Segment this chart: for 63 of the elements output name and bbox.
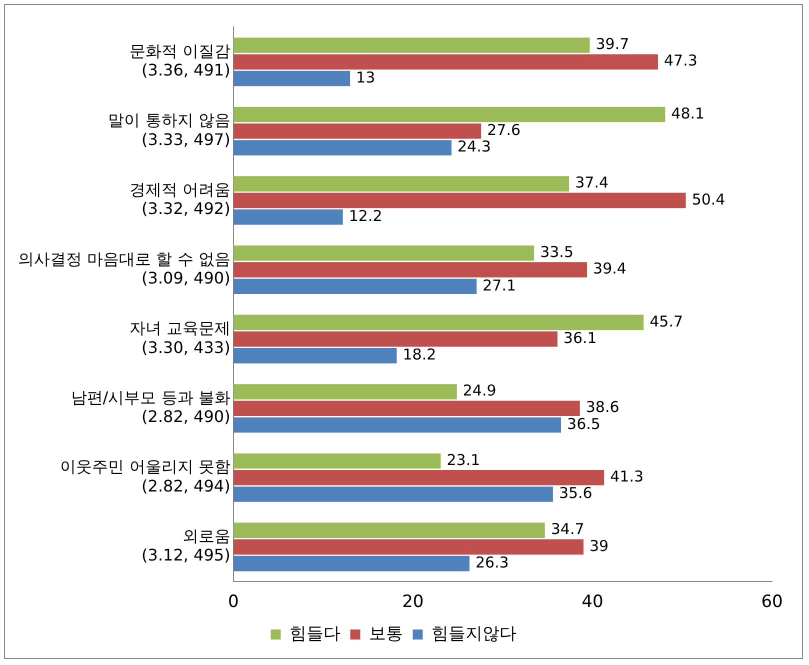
data-label: 35.6 <box>558 484 592 502</box>
bar <box>233 38 590 53</box>
bar <box>233 486 553 502</box>
legend-label: 힘들다 <box>289 624 340 644</box>
bar <box>233 70 350 86</box>
bar <box>233 209 343 225</box>
bar <box>233 384 457 400</box>
data-label: 48.1 <box>671 104 705 122</box>
data-label: 45.7 <box>650 312 684 330</box>
bar <box>233 331 558 347</box>
bar <box>233 348 397 364</box>
x-tick-label: 60 <box>761 592 783 612</box>
y-tick-label: 외로움 (3.12, 495) <box>142 526 230 565</box>
x-tick-label: 40 <box>582 592 604 612</box>
data-label: 18.2 <box>402 346 436 364</box>
data-label: 36.5 <box>567 414 600 433</box>
bar <box>233 176 570 192</box>
data-label: 23.1 <box>446 450 480 469</box>
bar <box>233 245 534 261</box>
data-label: 39.4 <box>593 260 626 278</box>
bar <box>233 453 441 469</box>
bar <box>233 400 580 416</box>
bar <box>233 539 584 555</box>
data-label: 47.3 <box>664 52 698 70</box>
data-label: 50.4 <box>692 190 726 208</box>
data-label: 36.1 <box>563 328 597 347</box>
y-tick-label: 의사결정 마음대로 할 수 없음 (3.09, 490) <box>18 249 230 288</box>
data-label: 41.3 <box>610 468 644 486</box>
data-label: 24.9 <box>462 382 496 400</box>
data-label: 38.6 <box>586 398 620 416</box>
bar <box>233 192 686 208</box>
bar <box>233 417 562 433</box>
x-tick-label: 20 <box>402 592 424 612</box>
bar <box>233 106 666 122</box>
bar <box>233 262 588 278</box>
data-label: 33.5 <box>540 243 574 262</box>
x-tick-label: 0 <box>228 592 239 612</box>
bar <box>233 314 644 330</box>
data-label: 12.2 <box>348 206 382 225</box>
legend-label: 보통 <box>368 624 403 644</box>
y-tick-label: 말이 통하지 않음 (3.33, 497) <box>108 110 230 149</box>
y-tick-label: 경제적 어려움 (3.32, 492) <box>129 180 230 218</box>
y-tick-label: 이웃주민 어울리지 못함 (2.82, 494) <box>60 457 230 496</box>
bar <box>233 124 482 139</box>
bar <box>233 140 452 156</box>
data-label: 26.3 <box>475 553 509 572</box>
data-label: 39 <box>589 536 609 555</box>
data-label: 24.3 <box>458 138 491 156</box>
data-label: 37.4 <box>575 174 609 192</box>
bar <box>233 522 545 538</box>
bar <box>233 556 470 572</box>
data-label: 27.1 <box>482 276 516 294</box>
data-label: 34.7 <box>550 520 584 538</box>
y-tick-label: 자녀 교육문제 (3.30, 433) <box>129 318 230 357</box>
data-label: 13 <box>356 68 376 86</box>
y-tick-label: 남편/시부모 등과 불화 (2.82, 490) <box>70 388 230 426</box>
data-label: 27.6 <box>487 121 521 140</box>
bar <box>233 278 477 294</box>
bar <box>233 470 604 486</box>
y-tick-label: 문화적 이질감 (3.36, 491) <box>129 41 230 80</box>
legend-label: 힘들지않다 <box>431 624 516 644</box>
bar <box>233 54 658 70</box>
data-label: 39.7 <box>596 35 630 54</box>
